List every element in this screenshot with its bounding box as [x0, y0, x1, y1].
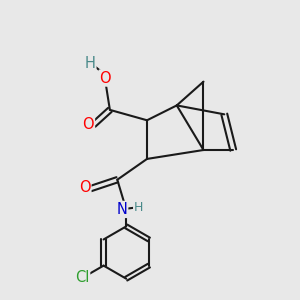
Text: N: N	[116, 202, 127, 217]
Text: O: O	[82, 117, 94, 132]
Text: O: O	[79, 180, 90, 195]
Text: O: O	[100, 70, 111, 86]
Text: H: H	[85, 56, 95, 71]
Text: H: H	[134, 201, 143, 214]
Text: Cl: Cl	[75, 270, 89, 285]
